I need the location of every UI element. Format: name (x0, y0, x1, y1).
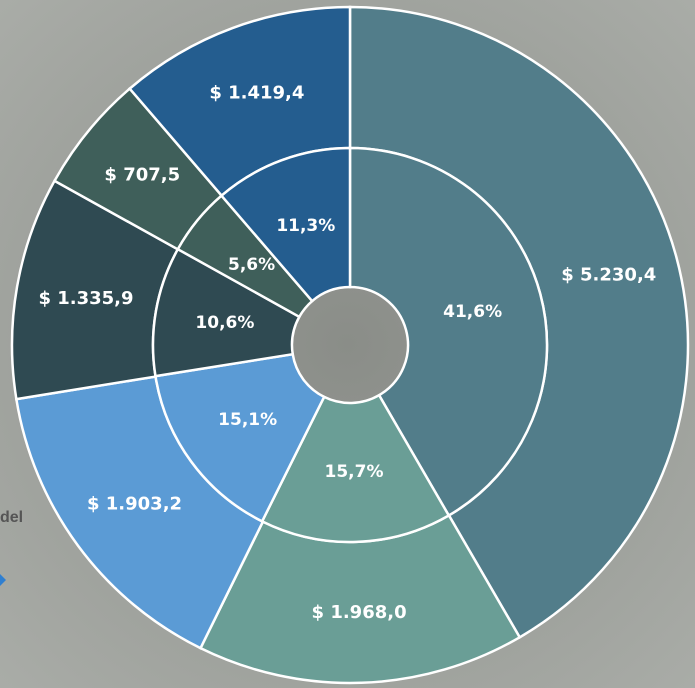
data-label: 5,6% (228, 255, 275, 275)
data-label: 10,6% (195, 313, 254, 333)
data-label: $ 5.230,4 (561, 264, 656, 285)
data-label: 15,1% (218, 410, 277, 430)
data-label: 41,6% (443, 302, 502, 322)
slice (348, 146, 549, 518)
data-label: $ 1.968,0 (312, 602, 407, 623)
data-label: $ 707,5 (104, 165, 180, 186)
slice (154, 352, 326, 523)
data-label: 11,3% (276, 216, 335, 236)
slice (219, 146, 352, 303)
data-label: $ 1.903,2 (87, 493, 182, 514)
data-label: $ 1.335,9 (38, 288, 133, 309)
data-label: $ 1.419,4 (209, 83, 304, 104)
slice (260, 393, 451, 544)
data-label: 15,7% (325, 462, 384, 482)
slice (151, 247, 302, 378)
arrow-icon (0, 574, 6, 586)
annotation: del (0, 509, 23, 526)
